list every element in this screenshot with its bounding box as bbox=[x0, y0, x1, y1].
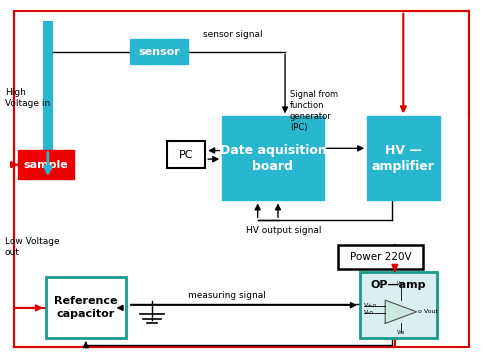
Text: Reference
capacitor: Reference capacitor bbox=[54, 296, 117, 319]
Text: Signal from
function
generator
(PC): Signal from function generator (PC) bbox=[290, 90, 338, 132]
Bar bbox=[46, 277, 126, 338]
Text: measuring signal: measuring signal bbox=[188, 291, 266, 300]
Bar bbox=[130, 39, 188, 64]
Bar bbox=[367, 116, 440, 200]
Bar bbox=[360, 272, 437, 338]
Bar bbox=[338, 245, 423, 268]
Text: HV output signal: HV output signal bbox=[246, 226, 322, 236]
Text: sensor signal: sensor signal bbox=[203, 29, 262, 39]
Text: Power 220V: Power 220V bbox=[350, 252, 411, 262]
Text: Vss: Vss bbox=[397, 330, 405, 335]
Text: Vss: Vss bbox=[397, 281, 405, 286]
Text: sensor: sensor bbox=[139, 47, 180, 57]
Text: Low Voltage
out: Low Voltage out bbox=[5, 237, 59, 257]
Bar bbox=[167, 141, 205, 168]
Text: Date aquisition
board: Date aquisition board bbox=[219, 144, 327, 173]
Bar bbox=[43, 21, 53, 150]
Text: OP—amp: OP—amp bbox=[371, 280, 426, 290]
Text: V+o: V+o bbox=[364, 303, 377, 308]
Bar bbox=[222, 116, 324, 200]
Text: sample: sample bbox=[24, 160, 69, 170]
Text: o Vout: o Vout bbox=[417, 309, 438, 314]
Polygon shape bbox=[385, 300, 416, 324]
Text: PC: PC bbox=[179, 150, 193, 160]
Bar bbox=[18, 150, 74, 179]
Text: HV —
amplifier: HV — amplifier bbox=[372, 144, 435, 173]
Text: V-o: V-o bbox=[364, 310, 374, 315]
Text: High
Voltage in: High Voltage in bbox=[5, 88, 50, 108]
